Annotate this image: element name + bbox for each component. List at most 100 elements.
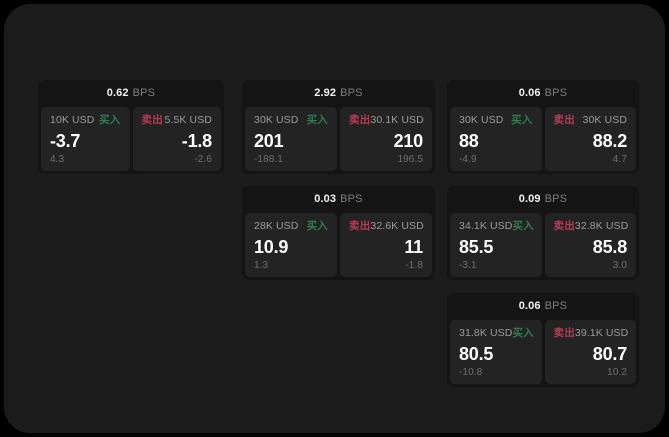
buy-delta: -10.8 — [459, 367, 483, 378]
card-col3-row2[interactable]: 0.09 BPS 34.1K USD 买入 85.5 -3.1 卖出 32.8K… — [447, 186, 639, 280]
sell-side-label: 卖出 — [553, 326, 575, 339]
buy-size-label: 31.8K USD — [459, 326, 513, 339]
spread-bps-value: 2.92 — [314, 87, 337, 99]
sell-delta: -2.6 — [194, 154, 212, 165]
buy-side-label: 买入 — [99, 113, 121, 126]
sell-side-label: 卖出 — [141, 113, 163, 126]
buy-pane[interactable]: 30K USD 买入 201 -188.1 — [245, 107, 337, 171]
sell-pane-header: 卖出 39.1K USD — [553, 326, 629, 339]
sell-pane-header: 卖出 32.6K USD — [349, 219, 424, 232]
buy-price: 10.9 — [254, 236, 289, 257]
buy-side-label: 买入 — [306, 113, 328, 126]
spread-bps-unit: BPS — [544, 87, 568, 99]
card-header: 2.92 BPS — [242, 80, 435, 107]
card-header: 0.03 BPS — [242, 186, 435, 213]
sell-size-label: 30.1K USD — [370, 113, 424, 126]
sell-side-label: 卖出 — [349, 113, 371, 126]
spread-bps-unit: BPS — [340, 87, 363, 99]
sell-delta: 3.0 — [612, 260, 627, 271]
sell-size-label: 30K USD — [582, 113, 627, 126]
buy-pane-header: 34.1K USD 买入 — [459, 219, 534, 232]
sell-delta: 4.7 — [612, 154, 627, 165]
quote-panel: 0.62 BPS 10K USD 买入 -3.7 4.3 卖出 5.5K USD… — [4, 4, 665, 433]
sell-price: 88.2 — [592, 130, 627, 151]
buy-pane-header: 31.8K USD 买入 — [459, 326, 534, 339]
spread-bps-value: 0.09 — [518, 193, 541, 205]
buy-price: 85.5 — [459, 236, 494, 257]
sell-pane[interactable]: 卖出 39.1K USD 80.7 10.2 — [544, 320, 636, 384]
card-col2-row1[interactable]: 2.92 BPS 30K USD 买入 201 -188.1 卖出 30.1K … — [242, 80, 435, 174]
sell-pane[interactable]: 卖出 30K USD 88.2 4.7 — [544, 107, 636, 171]
card-header: 0.09 BPS — [447, 186, 639, 213]
sell-pane[interactable]: 卖出 32.8K USD 85.8 3.0 — [544, 213, 636, 277]
card-col3-row3[interactable]: 0.06 BPS 31.8K USD 买入 80.5 -10.8 卖出 39.1… — [447, 293, 639, 387]
spread-bps-unit: BPS — [544, 193, 568, 205]
spread-bps-unit: BPS — [340, 193, 363, 205]
sell-price: -1.8 — [181, 130, 212, 151]
buy-size-label: 10K USD — [50, 113, 95, 126]
buy-side-label: 买入 — [512, 326, 534, 339]
buy-delta: -3.1 — [459, 260, 477, 271]
buy-side-label: 买入 — [306, 219, 328, 232]
spread-bps-value: 0.06 — [518, 300, 541, 312]
buy-pane[interactable]: 28K USD 买入 10.9 1.3 — [245, 213, 337, 277]
sell-pane-header: 卖出 30.1K USD — [349, 113, 424, 126]
spread-bps-value: 0.06 — [518, 87, 541, 99]
sell-size-label: 32.6K USD — [370, 219, 424, 232]
buy-price: -3.7 — [50, 130, 81, 151]
sell-size-label: 39.1K USD — [574, 326, 629, 339]
card-header: 0.06 BPS — [447, 80, 639, 107]
card-col1-row1[interactable]: 0.62 BPS 10K USD 买入 -3.7 4.3 卖出 5.5K USD… — [38, 80, 224, 174]
sell-pane-header: 卖出 30K USD — [554, 114, 628, 126]
buy-pane-header: 28K USD 买入 — [254, 220, 328, 232]
spread-bps-unit: BPS — [544, 300, 568, 312]
sell-side-label: 卖出 — [553, 219, 575, 232]
buy-delta: 1.3 — [254, 260, 269, 271]
sell-price: 85.8 — [592, 236, 627, 257]
card-body: 10K USD 买入 -3.7 4.3 卖出 5.5K USD -1.8 -2.… — [38, 107, 224, 174]
card-col3-row1[interactable]: 0.06 BPS 30K USD 买入 88 -4.9 卖出 30K USD 8… — [447, 80, 639, 174]
buy-pane[interactable]: 31.8K USD 买入 80.5 -10.8 — [450, 320, 542, 384]
sell-pane[interactable]: 卖出 5.5K USD -1.8 -2.6 — [132, 107, 221, 171]
sell-price: 80.7 — [592, 343, 627, 364]
sell-pane[interactable]: 卖出 32.6K USD 11 -1.8 — [340, 213, 432, 277]
card-body: 30K USD 买入 201 -188.1 卖出 30.1K USD 210 1… — [242, 107, 435, 174]
buy-pane[interactable]: 30K USD 买入 88 -4.9 — [450, 107, 542, 171]
buy-side-label: 买入 — [511, 113, 533, 126]
card-body: 28K USD 买入 10.9 1.3 卖出 32.6K USD 11 -1.8 — [242, 213, 435, 280]
sell-delta: -1.8 — [405, 260, 423, 271]
buy-size-label: 30K USD — [459, 113, 504, 126]
spread-bps-unit: BPS — [132, 87, 156, 99]
sell-pane-header: 卖出 32.8K USD — [553, 219, 629, 232]
card-col2-row2[interactable]: 0.03 BPS 28K USD 买入 10.9 1.3 卖出 32.6K US… — [242, 186, 435, 280]
spread-bps-value: 0.62 — [106, 87, 129, 99]
sell-price: 210 — [393, 130, 424, 151]
card-body: 34.1K USD 买入 85.5 -3.1 卖出 32.8K USD 85.8… — [447, 213, 639, 280]
quote-card-grid: 0.62 BPS 10K USD 买入 -3.7 4.3 卖出 5.5K USD… — [4, 4, 665, 433]
card-body: 31.8K USD 买入 80.5 -10.8 卖出 39.1K USD 80.… — [447, 320, 639, 387]
card-header: 0.62 BPS — [38, 80, 224, 107]
buy-pane-header: 30K USD 买入 — [254, 114, 328, 126]
sell-delta: 196.5 — [397, 154, 423, 165]
buy-pane[interactable]: 34.1K USD 买入 85.5 -3.1 — [450, 213, 542, 277]
sell-pane[interactable]: 卖出 30.1K USD 210 196.5 — [340, 107, 432, 171]
sell-side-label: 卖出 — [553, 113, 575, 126]
spread-bps-value: 0.03 — [314, 193, 337, 205]
sell-size-label: 5.5K USD — [164, 113, 212, 126]
sell-price: 11 — [404, 236, 423, 257]
buy-delta: 4.3 — [50, 154, 65, 165]
card-header: 0.06 BPS — [447, 293, 639, 320]
buy-size-label: 30K USD — [254, 113, 299, 126]
buy-price: 88 — [459, 130, 479, 151]
buy-price: 80.5 — [459, 343, 494, 364]
buy-pane-header: 30K USD 买入 — [459, 114, 533, 126]
sell-size-label: 32.8K USD — [574, 219, 629, 232]
sell-side-label: 卖出 — [349, 219, 371, 232]
buy-price: 201 — [254, 130, 284, 151]
buy-size-label: 34.1K USD — [459, 219, 513, 232]
buy-size-label: 28K USD — [254, 219, 299, 232]
buy-delta: -4.9 — [459, 154, 477, 165]
buy-side-label: 买入 — [512, 219, 534, 232]
buy-pane[interactable]: 10K USD 买入 -3.7 4.3 — [41, 107, 130, 171]
card-body: 30K USD 买入 88 -4.9 卖出 30K USD 88.2 4.7 — [447, 107, 639, 174]
